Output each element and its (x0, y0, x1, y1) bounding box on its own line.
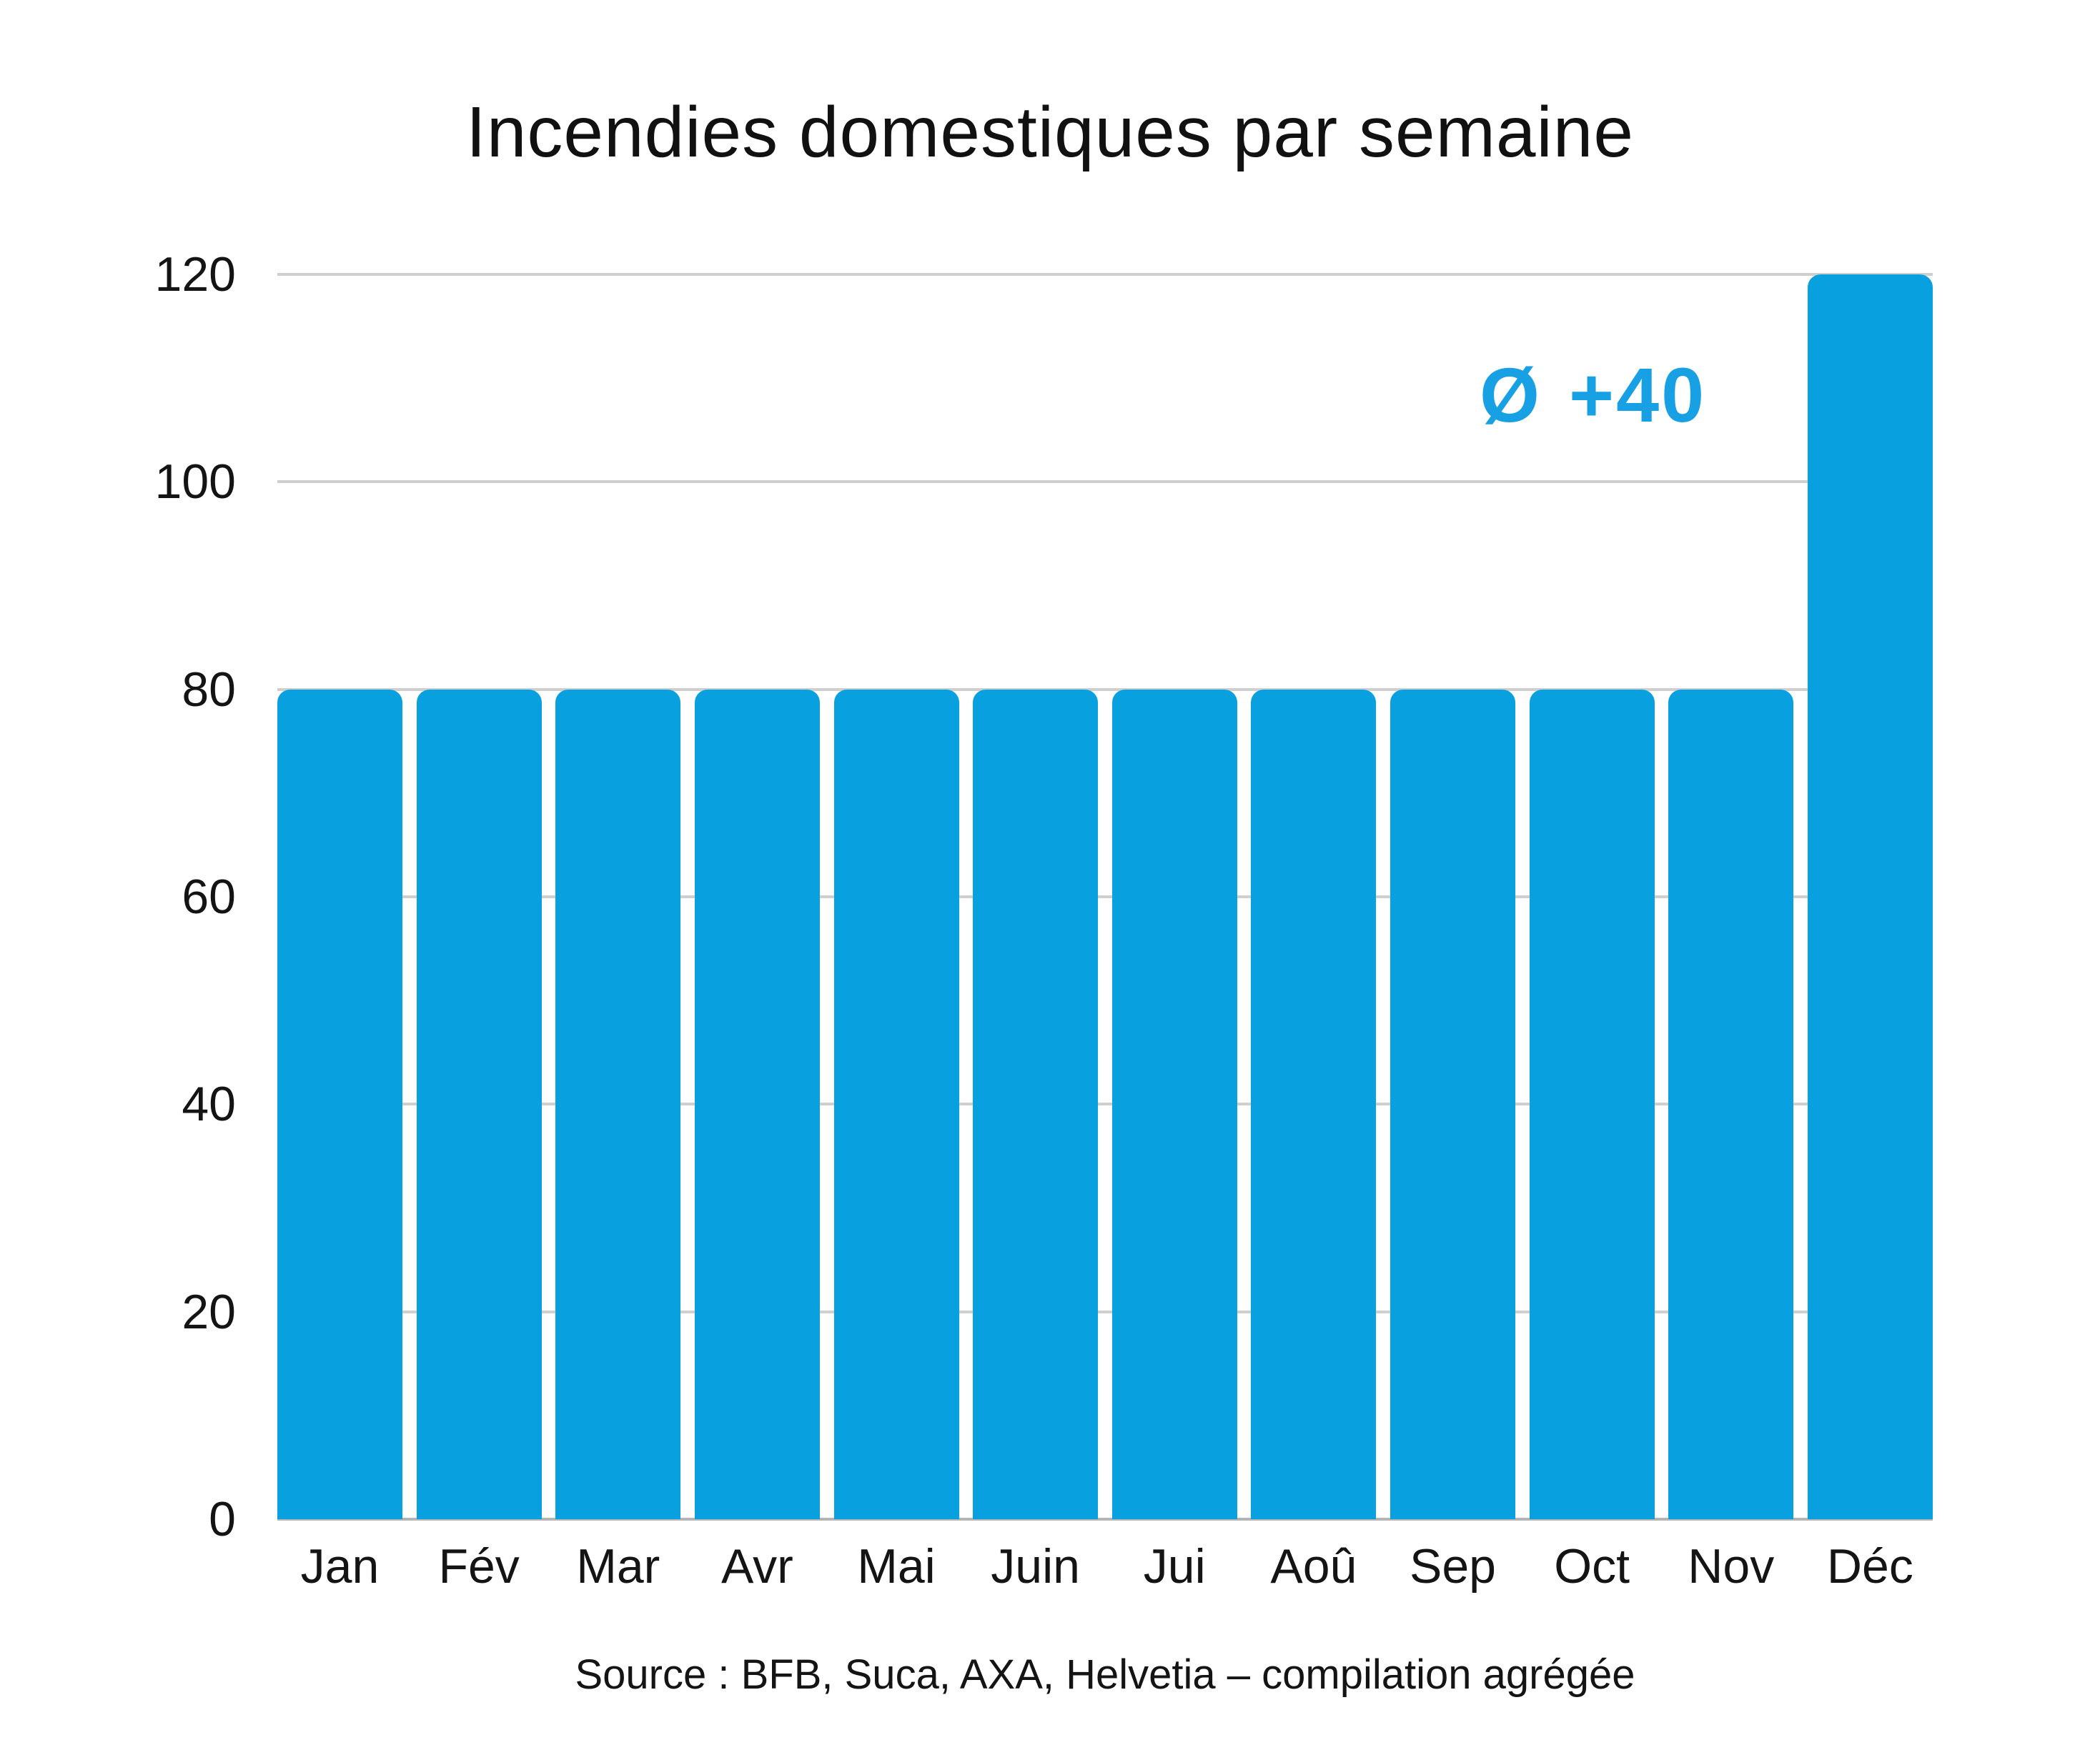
x-axis-label-mai: Mai (857, 1539, 936, 1594)
gridlines (277, 273, 1933, 1521)
bar-sep (1390, 689, 1515, 1519)
bar-jan (277, 689, 402, 1519)
y-axis-tick-20: 20 (182, 1284, 236, 1339)
bar-oct (1529, 689, 1655, 1519)
plot-area (277, 273, 1933, 1521)
average-annotation: Ø +40 (1480, 356, 1706, 434)
source-caption: Source : BFB, Suca, AXA, Helvetia – comp… (575, 1651, 1635, 1698)
x-axis-label-oct: Oct (1554, 1539, 1630, 1594)
y-axis-tick-40: 40 (182, 1077, 236, 1132)
gridline-80 (277, 687, 1933, 691)
bar-avr (694, 689, 820, 1519)
x-axis-label-jui: Jui (1143, 1539, 1206, 1594)
x-axis-labels: Jan Fév Mar Avr Mai Juin Jui Aoû Sep Oct Nov Déc (277, 1541, 1933, 1592)
x-axis-label-sep: Sep (1410, 1539, 1496, 1594)
bars-row (277, 274, 1933, 1519)
x-axis-label-déc: Déc (1826, 1539, 1913, 1594)
y-axis-tick-0: 0 (209, 1492, 236, 1546)
x-axis-label-juin: Juin (991, 1539, 1080, 1594)
x-axis-label-avr: Avr (720, 1539, 793, 1594)
bar-déc (1807, 274, 1933, 1519)
x-axis-label-aoû: Aoû (1270, 1539, 1357, 1594)
y-axis-tick-80: 80 (182, 662, 236, 717)
bar-fév (416, 689, 542, 1519)
gridline-40 (277, 1103, 1933, 1106)
y-axis-tick-60: 60 (182, 870, 236, 924)
x-axis-label-jan: Jan (300, 1539, 380, 1594)
bar-mai (833, 689, 959, 1519)
gridline-120 (277, 273, 1933, 276)
average-symbol-icon: Ø (1480, 352, 1542, 438)
gridline-60 (277, 895, 1933, 898)
bar-juin (973, 689, 1099, 1519)
chart-title: Incendies domestiques par semaine (466, 92, 1634, 172)
average-value: +40 (1569, 352, 1707, 438)
bar-mar (555, 689, 681, 1519)
x-axis-label-nov: Nov (1688, 1539, 1775, 1594)
gridline-100 (277, 480, 1933, 484)
x-axis-label-fév: Fév (438, 1539, 520, 1594)
bar-aoû (1251, 689, 1377, 1519)
bar-jui (1111, 689, 1237, 1519)
y-axis-tick-100: 100 (154, 454, 236, 509)
gridline-20 (277, 1310, 1933, 1313)
bar-nov (1668, 689, 1794, 1519)
y-axis-tick-120: 120 (154, 247, 236, 302)
x-axis-label-mar: Mar (576, 1539, 660, 1594)
y-axis-labels: 0 20 40 60 80 100 120 (86, 250, 236, 1543)
gridline-0 (277, 1518, 1933, 1521)
